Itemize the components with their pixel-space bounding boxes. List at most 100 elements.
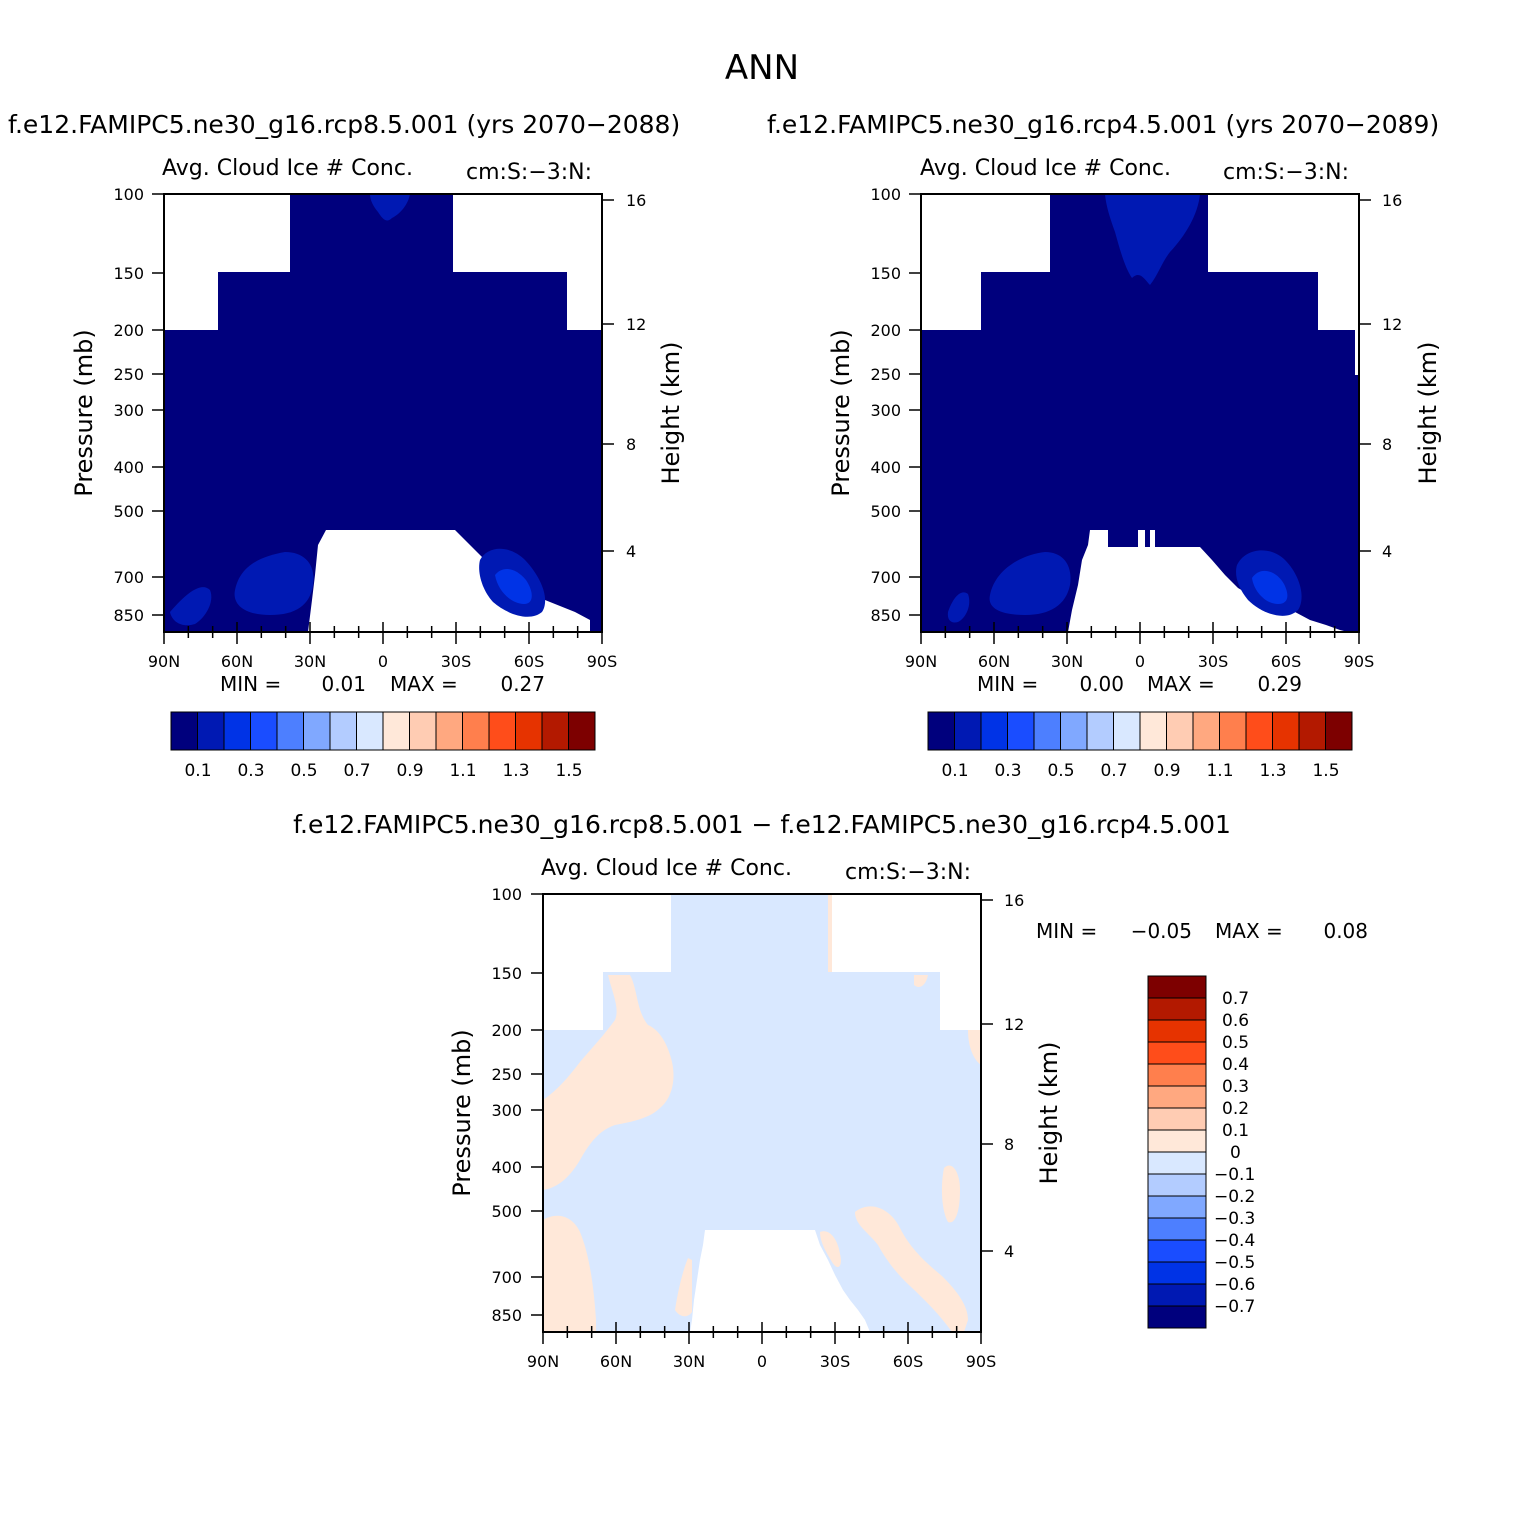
colorbar-swatch [1147, 1239, 1207, 1263]
colorbar-swatch [1147, 1063, 1207, 1087]
contour-positive [968, 1030, 981, 1065]
contour-level-2 [1105, 194, 1200, 285]
colorbar-label: 1.5 [1312, 761, 1339, 781]
colorbar-swatch [1147, 1129, 1207, 1153]
contour-level-3 [1252, 570, 1288, 604]
y-tick-label: 850 [870, 606, 901, 625]
max-label: MAX = [1215, 919, 1283, 943]
colorbar-swatch [1086, 711, 1114, 751]
colorbar-label: −0.7 [1214, 1297, 1255, 1317]
colorbar-left [170, 711, 596, 751]
y-tick-label: 300 [870, 401, 901, 420]
colorbar-swatch [1166, 711, 1194, 751]
colorbar-swatch [1147, 1041, 1207, 1065]
x-tick-label: 90N [905, 652, 937, 671]
y-tick-label: 700 [491, 1268, 522, 1287]
contour-positive [675, 1258, 692, 1317]
contour-positive [941, 1165, 960, 1223]
colorbar-swatch [1147, 1151, 1207, 1175]
min-label: MIN = [1036, 919, 1097, 943]
contour-level-2 [989, 552, 1071, 615]
colorbar-swatch [1139, 711, 1167, 751]
y-tick-label: 100 [870, 185, 901, 204]
x-tick-label: 30S [1198, 652, 1229, 671]
colorbar-label: 0.7 [1222, 989, 1249, 1009]
y2-tick-label: 4 [1004, 1242, 1014, 1261]
min-value: 0.00 [1079, 672, 1124, 696]
colorbar-swatch [568, 711, 596, 751]
colorbar-swatch [223, 711, 251, 751]
colorbar-swatch [1147, 975, 1207, 999]
colorbar-swatch [541, 711, 569, 751]
colorbar-swatch [1272, 711, 1300, 751]
panel-right-field [921, 194, 1359, 632]
colorbar-right [927, 711, 1353, 751]
y-tick-label: 700 [113, 568, 144, 587]
contour-level-2 [170, 587, 212, 626]
colorbar-label: 0.6 [1222, 1011, 1249, 1031]
y-tick-label: 150 [113, 264, 144, 283]
y-axis-label: Pressure (mb) [827, 329, 855, 496]
colorbar-swatch [170, 711, 198, 751]
y-tick-label: 100 [491, 885, 522, 904]
case-title-left: f.e12.FAMIPC5.ne30_g16.rcp8.5.001 (yrs 2… [8, 110, 681, 139]
min-value: −0.05 [1131, 919, 1192, 943]
colorbar-swatch [1192, 711, 1220, 751]
colorbar-label: 0.1 [941, 761, 968, 781]
colorbar-label: 0.5 [1222, 1033, 1249, 1053]
colorbar-swatch [1147, 1195, 1207, 1219]
y-tick-label: 200 [870, 321, 901, 340]
panel-diff-field-title: Avg. Cloud Ice # Conc. [541, 856, 792, 881]
panel-left-units: cm:S:−3:N: [466, 160, 592, 185]
colorbar-label: −0.2 [1214, 1187, 1255, 1207]
y2-axis-label: Height (km) [1414, 342, 1442, 485]
y-tick-label: 200 [113, 321, 144, 340]
x-tick-label: 30N [1051, 652, 1083, 671]
colorbar-label: 0.9 [1153, 761, 1180, 781]
y2-tick-label: 4 [626, 542, 636, 561]
axis-ticks [531, 893, 993, 1344]
axis-ticks [152, 193, 614, 644]
colorbar-swatch [435, 711, 463, 751]
panel-left-field-title: Avg. Cloud Ice # Conc. [162, 156, 413, 181]
contour-positive [855, 1206, 968, 1332]
max-value: 0.29 [1257, 672, 1302, 696]
colorbar-label: 1.1 [449, 761, 476, 781]
y2-axis-label: Height (km) [657, 342, 685, 485]
y2-tick-label: 12 [1004, 1015, 1024, 1034]
x-tick-label: 60N [221, 652, 253, 671]
colorbar-swatch [276, 711, 304, 751]
colorbar-label: 1.5 [555, 761, 582, 781]
x-tick-label: 60N [978, 652, 1010, 671]
y2-tick-label: 16 [1382, 191, 1402, 210]
colorbar-label: −0.4 [1214, 1231, 1255, 1251]
colorbar-label: 0.4 [1222, 1055, 1249, 1075]
y-tick-label: 500 [113, 502, 144, 521]
panel-right-field-title: Avg. Cloud Ice # Conc. [920, 156, 1171, 181]
y-tick-label: 400 [113, 458, 144, 477]
colorbar-swatch [954, 711, 982, 751]
axis-ticks [909, 193, 1371, 644]
colorbar-swatch [197, 711, 225, 751]
colorbar-label: 1.3 [502, 761, 529, 781]
y-tick-label: 100 [113, 185, 144, 204]
colorbar-swatch [1245, 711, 1273, 751]
colorbar-label: 0.3 [237, 761, 264, 781]
colorbar-swatch [1147, 1305, 1207, 1329]
colorbar-label: 0.7 [343, 761, 370, 781]
diff-title: f.e12.FAMIPC5.ne30_g16.rcp8.5.001 − f.e1… [293, 810, 1231, 839]
max-label: MAX = [1147, 672, 1215, 696]
y-axis-label: Pressure (mb) [70, 329, 98, 496]
contour-positive [828, 894, 832, 972]
colorbar-swatch [1147, 1019, 1207, 1043]
y-tick-label: 250 [870, 365, 901, 384]
colorbar-swatch [1147, 1283, 1207, 1307]
y2-tick-label: 16 [1004, 891, 1024, 910]
x-tick-label: 60N [600, 1352, 632, 1371]
colorbar-label: −0.6 [1214, 1275, 1255, 1295]
min-label: MIN = [220, 672, 281, 696]
x-tick-label: 0 [757, 1352, 767, 1371]
colorbar-swatch [462, 711, 490, 751]
